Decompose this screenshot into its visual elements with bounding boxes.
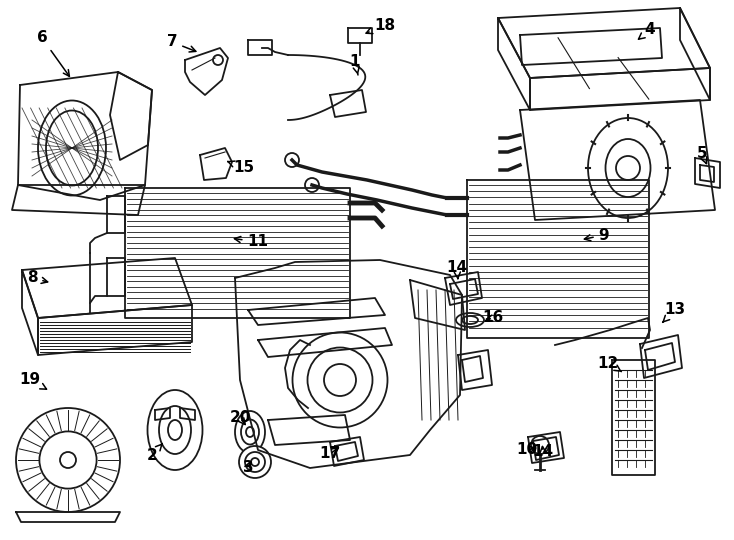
Circle shape [285, 153, 299, 167]
Text: 19: 19 [19, 373, 46, 389]
Text: 5: 5 [697, 145, 708, 164]
Circle shape [531, 436, 549, 454]
Ellipse shape [148, 390, 203, 470]
Text: 7: 7 [167, 35, 196, 52]
Text: 1: 1 [349, 55, 360, 75]
Text: 15: 15 [228, 160, 255, 176]
Ellipse shape [159, 406, 191, 454]
Text: 8: 8 [26, 271, 48, 286]
Text: 16: 16 [482, 310, 504, 326]
Text: 3: 3 [243, 460, 253, 475]
Circle shape [305, 178, 319, 192]
Circle shape [16, 408, 120, 512]
Ellipse shape [245, 452, 265, 472]
Text: 11: 11 [234, 234, 269, 249]
Text: 9: 9 [584, 227, 609, 242]
Text: 2: 2 [147, 444, 162, 462]
Text: 6: 6 [37, 30, 70, 76]
Circle shape [60, 452, 76, 468]
Ellipse shape [456, 313, 484, 327]
Text: 12: 12 [597, 355, 622, 372]
Text: 13: 13 [663, 302, 686, 322]
Text: 20: 20 [229, 410, 251, 426]
Text: 14: 14 [446, 260, 468, 279]
Text: 10: 10 [517, 442, 537, 457]
Text: 4: 4 [639, 23, 655, 39]
Text: 17: 17 [319, 447, 341, 462]
Ellipse shape [239, 446, 271, 478]
Ellipse shape [235, 411, 265, 453]
Text: 14: 14 [532, 444, 553, 460]
Circle shape [40, 431, 97, 489]
Ellipse shape [241, 420, 259, 444]
Text: 18: 18 [366, 17, 396, 33]
